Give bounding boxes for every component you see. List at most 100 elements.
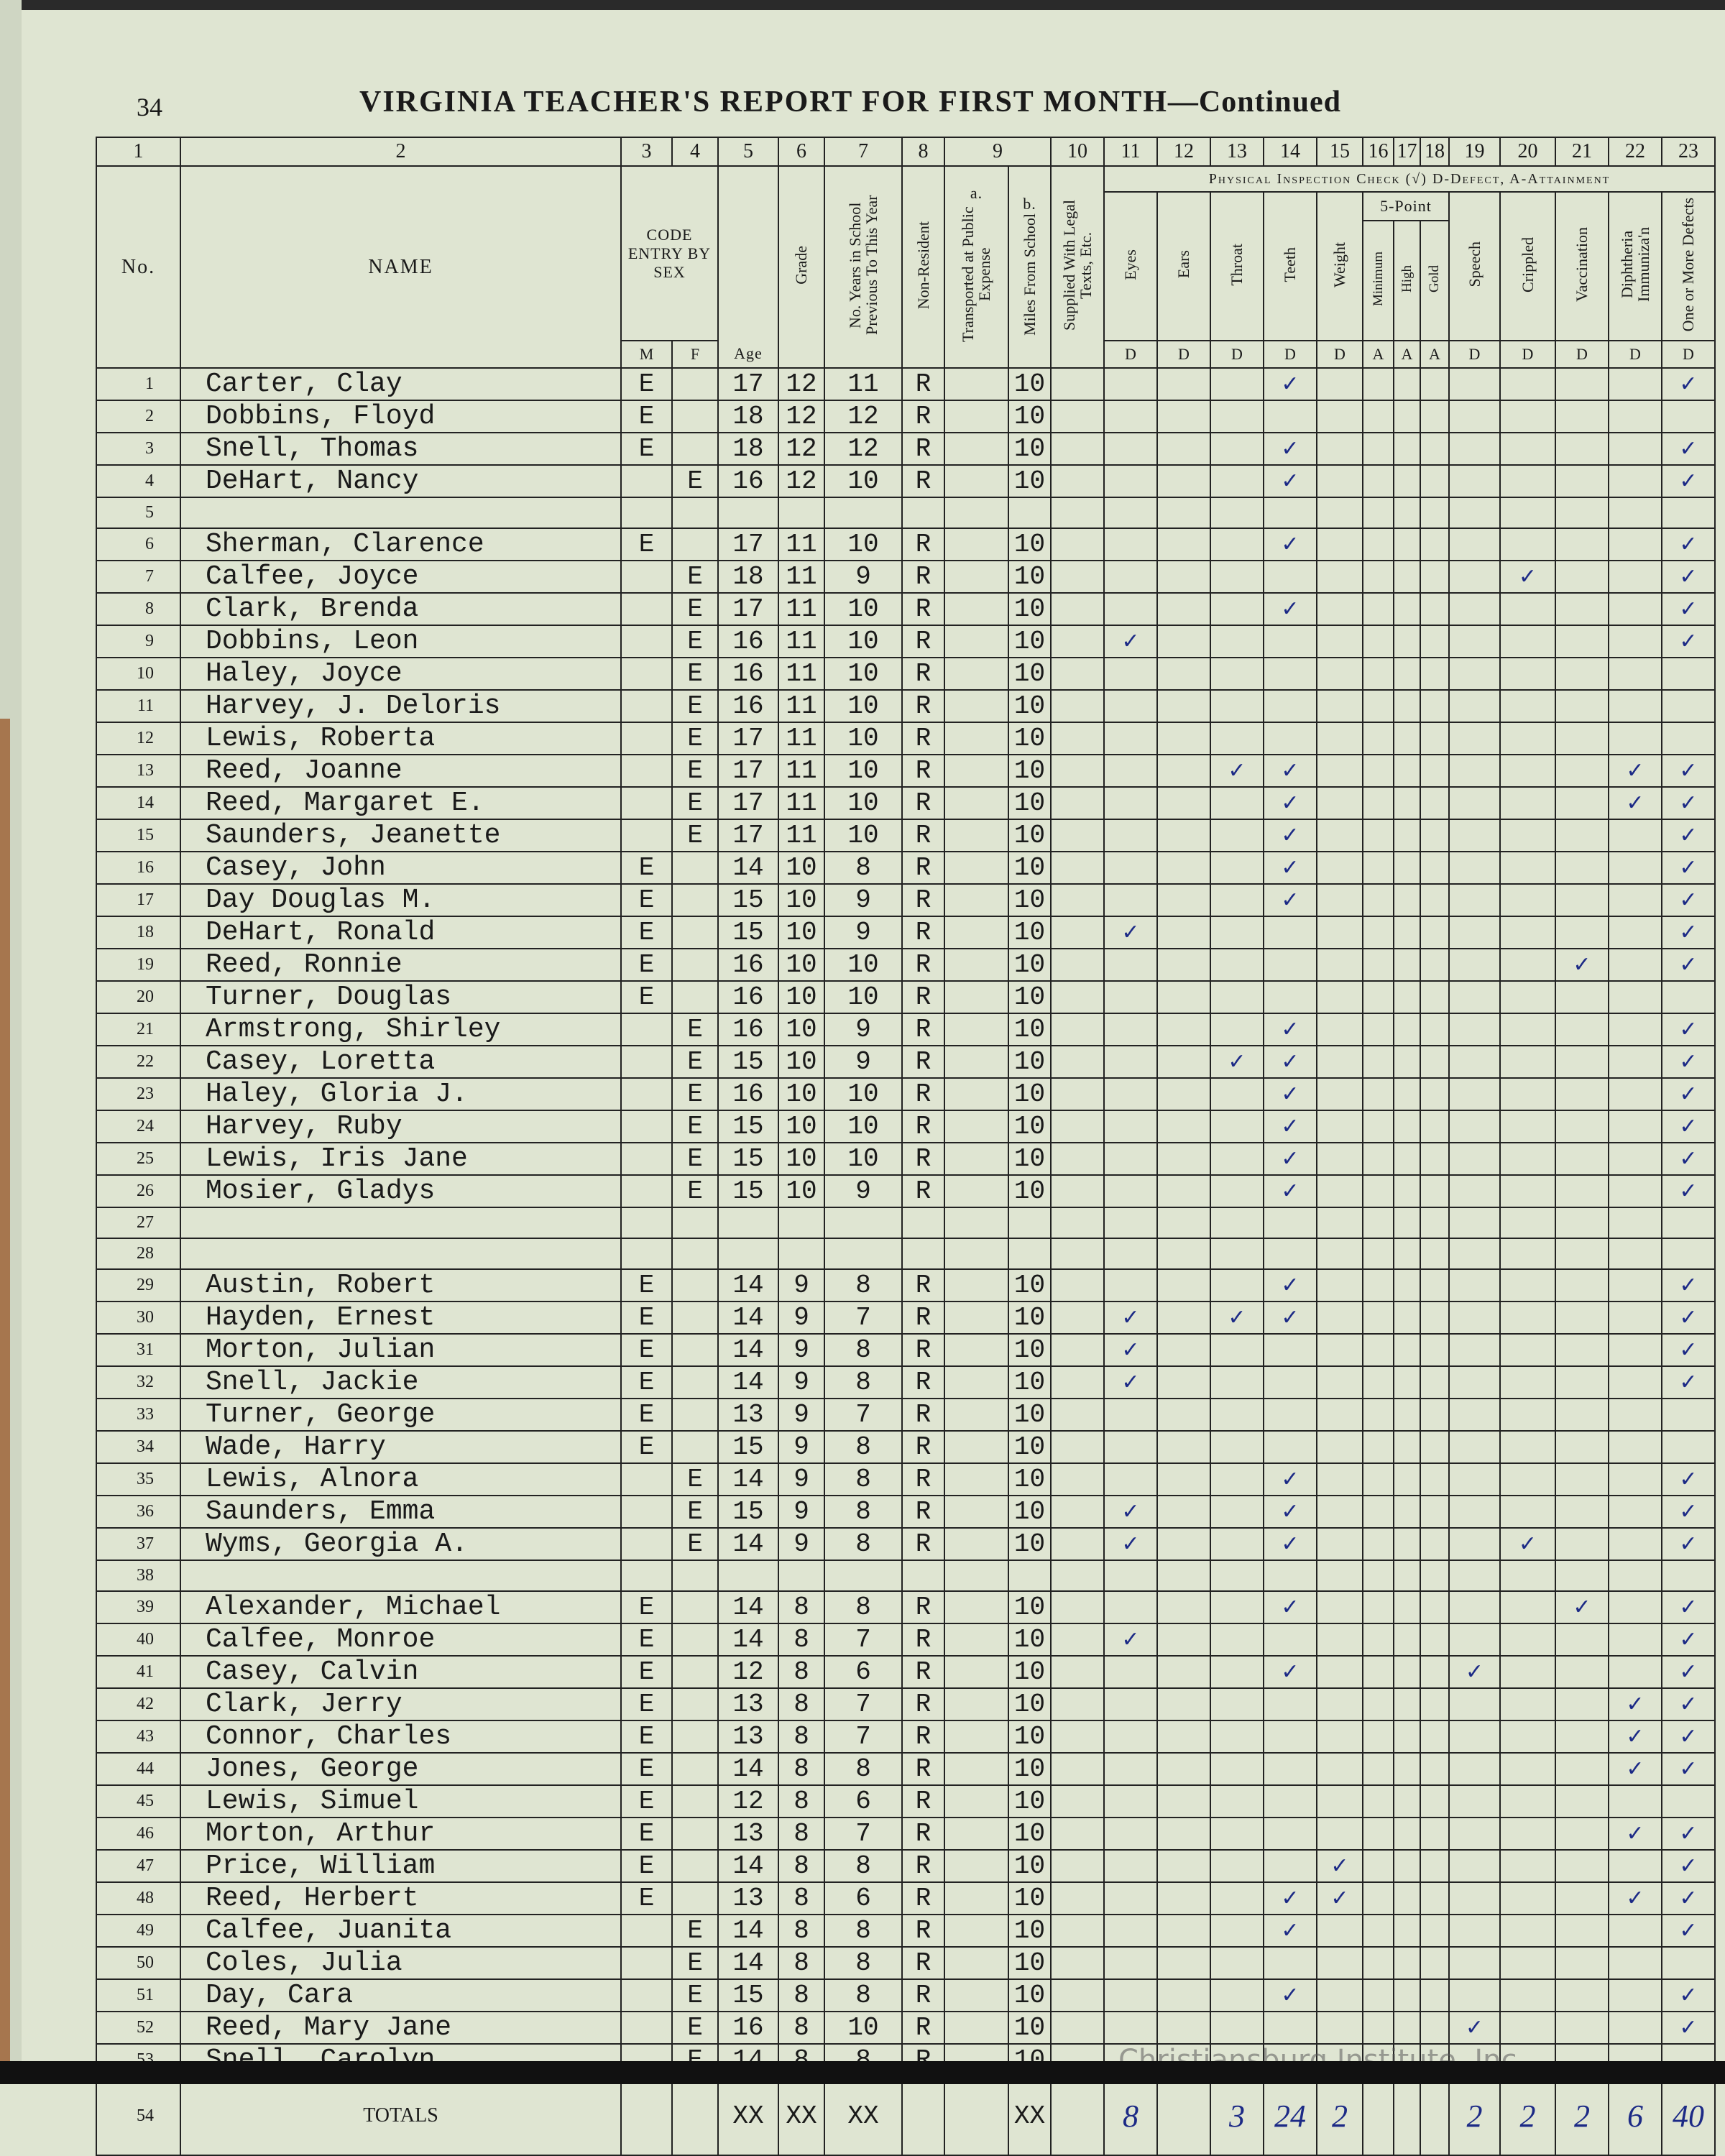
cell-col-22 [1608,1077,1662,1111]
page-number: 34 [137,93,162,121]
cell-col-18 [1420,1110,1450,1143]
cell-col-11 [1103,1655,1158,1689]
cell-f: E [671,1110,719,1143]
cell-col-16 [1362,1077,1394,1111]
cell-col-12 [1156,819,1211,852]
check-mark-col-14: ✓ [1263,592,1317,626]
row-number: 19 [96,948,181,982]
check-mark-col-23: ✓ [1661,528,1716,561]
cell-transported [944,1365,1009,1399]
cell-col-21 [1555,1301,1609,1335]
cell-col-21 [1555,625,1609,658]
cell-col-18 [1420,464,1450,498]
cell-texts [1050,1914,1105,1948]
cell-grade: 10 [778,1013,825,1046]
cell-col-20 [1499,1013,1556,1046]
cell-col-21 [1555,2011,1609,2045]
cell-transported [944,722,1009,755]
check-mark-col-23: ✓ [1661,1623,1716,1657]
cell-col-14 [1263,400,1317,433]
totals-label: TOTALS [180,2076,622,2156]
header-gold-label: Gold [1427,264,1443,292]
table-row: 4 DeHart, Nancy E 16 12 10 R 10 ✓ ✓ [96,464,1716,498]
cell-col-18 [1420,1978,1450,2012]
cell-col-20 [1499,1045,1556,1079]
cell-nonres: R [901,1462,945,1496]
cell-transported [944,819,1009,852]
table-row: 47 Price, William E 14 8 8 R 10 ✓ ✓ [96,1849,1716,1883]
table-row: 34 Wade, Harry E 15 9 8 R 10 [96,1430,1716,1464]
cell-col-19 [1448,1110,1501,1143]
cell-col-13 [1210,1398,1264,1432]
cell-col-18 [1420,1720,1450,1754]
cell-years: 10 [824,948,903,982]
cell-f [671,916,719,949]
cell-col-17 [1393,1655,1421,1689]
cell-m: E [620,1687,673,1721]
cell-col-15 [1316,1045,1363,1079]
cell-col-12 [1156,1817,1211,1851]
cell-years: 7 [824,1623,903,1657]
check-mark-col-11: ✓ [1103,1365,1158,1399]
cell-col-17 [1393,1560,1421,1592]
cell-age: 15 [717,1495,779,1529]
cell-m [620,1462,673,1496]
check-mark-col-14: ✓ [1263,1174,1317,1208]
check-mark-col-14: ✓ [1263,432,1317,466]
cell-miles: 10 [1008,1752,1052,1786]
cell-col-14 [1263,1398,1317,1432]
check-mark-col-13: ✓ [1210,754,1264,788]
cell-col-18 [1420,980,1450,1014]
table-row: 41 Casey, Calvin E 12 8 6 R 10 ✓ ✓ ✓ [96,1655,1716,1689]
cell-col-19 [1448,1430,1501,1464]
check-mark-col-14: ✓ [1263,851,1317,885]
cell-years: 8 [824,1365,903,1399]
check-mark-col-23: ✓ [1661,1462,1716,1496]
cell-grade [778,497,825,529]
student-name: Reed, Margaret E. [180,786,622,820]
cell-years: 8 [824,1914,903,1948]
check-mark-col-23: ✓ [1661,1174,1716,1208]
cell-col-16 [1362,819,1394,852]
cell-col-13 [1210,980,1264,1014]
cell-m: E [620,1752,673,1786]
cell-nonres: R [901,1623,945,1657]
cell-col-16 [1362,1655,1394,1689]
cell-col-15 [1316,1655,1363,1689]
cell-col-18 [1420,497,1450,529]
row-number: 8 [96,592,181,626]
cell-age: 14 [717,1462,779,1496]
cell-col-11 [1103,786,1158,820]
cell-f [671,1623,719,1657]
cell-col-12 [1156,1720,1211,1754]
cell-years: 10 [824,657,903,691]
cell-col-19 [1448,1817,1501,1851]
cell-f [671,1590,719,1624]
check-mark-col-22: ✓ [1608,1687,1662,1721]
table-row: 29 Austin, Robert E 14 9 8 R 10 ✓ ✓ [96,1268,1716,1302]
table-row: 15 Saunders, Jeanette E 17 11 10 R 10 ✓ ✓ [96,819,1716,852]
cell-grade: 8 [778,1881,825,1915]
cell-col-20 [1499,625,1556,658]
header-crippled-label: Crippled [1518,236,1537,292]
cell-col-12 [1156,1365,1211,1399]
cell-col-17 [1393,1013,1421,1046]
cell-nonres: R [901,432,945,466]
cell-col-14 [1263,916,1317,949]
cell-col-22 [1608,1174,1662,1208]
table-row: 43 Connor, Charles E 13 8 7 R 10 ✓ ✓ [96,1720,1716,1754]
cell-col-21 [1555,1013,1609,1046]
cell-transported [944,1817,1009,1851]
cell-grade: 9 [778,1527,825,1561]
cell-miles: 10 [1008,1110,1052,1143]
cell-col-13 [1210,625,1264,658]
cell-col-13 [1210,2011,1264,2045]
row-number: 24 [96,1110,181,1143]
check-mark-col-14: ✓ [1263,1462,1317,1496]
cell-transported [944,1849,1009,1883]
cell-miles: 10 [1008,1365,1052,1399]
cell-transported [944,1142,1009,1176]
cell-miles: 10 [1008,1590,1052,1624]
cell-col-16 [1362,1784,1394,1818]
cell-f: E [671,1978,719,2012]
